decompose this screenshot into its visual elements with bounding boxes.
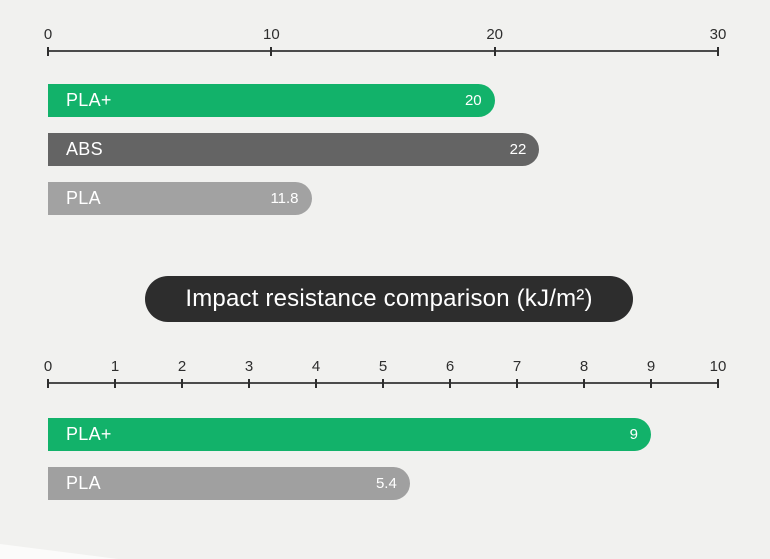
axis-tick-mark [449, 379, 451, 388]
bar-value: 20 [464, 92, 482, 109]
axis-top: 0 10 20 30 [44, 26, 726, 58]
axis-tick-label: 1 [110, 358, 120, 375]
axis-tick-mark [516, 379, 518, 388]
chart-title-text: Impact resistance comparison (kJ/m²) [185, 285, 593, 312]
chart-bar-pla-plus: PLA+ 9 [48, 418, 651, 451]
axis-tick-mark [493, 47, 496, 56]
bar-label: PLA+ [66, 424, 112, 444]
bar-value: 5.4 [375, 475, 397, 492]
bars-bottom: PLA+ 9 PLA 5.4 [48, 418, 718, 516]
axis-tick-mark [650, 379, 652, 388]
bar-value: 9 [629, 426, 638, 443]
chart-bar-abs: ABS 22 [48, 133, 540, 166]
bar-label: PLA+ [66, 90, 112, 110]
bar-label: PLA [66, 188, 101, 208]
axis-tick-label: 5 [378, 358, 388, 375]
axis-tick-label: 4 [311, 358, 321, 375]
axis-tick-mark [382, 379, 384, 388]
axis-tick-label: 8 [579, 358, 589, 375]
axis-tick-label: 20 [486, 26, 503, 43]
background-corner-wedge [0, 544, 118, 559]
axis-bottom: 0 1 2 3 4 5 6 7 8 9 10 [44, 358, 726, 390]
axis-tick-mark [181, 379, 183, 388]
bars-top: PLA+ 20 ABS 22 PLA 11.8 [48, 84, 718, 231]
axis-tick-mark [248, 379, 250, 388]
axis-tick-mark [583, 379, 585, 388]
axis-tick-label: 2 [177, 358, 187, 375]
bar-label: ABS [66, 139, 103, 159]
axis-tick-label: 30 [709, 26, 727, 43]
axis-tick-label: 6 [445, 358, 455, 375]
axis-tick-mark [717, 47, 719, 56]
axis-tick-mark [47, 47, 49, 56]
axis-tick-label: 10 [262, 26, 280, 43]
axis-tick-label: 3 [244, 358, 254, 375]
axis-tick-label: 10 [709, 358, 727, 375]
axis-tick-label: 7 [512, 358, 522, 375]
bar-value: 22 [509, 141, 527, 158]
bar-label: PLA [66, 473, 101, 493]
axis-ticks: 0 1 2 3 4 5 6 7 8 9 10 [44, 358, 726, 390]
axis-tick-mark [47, 379, 49, 388]
axis-tick-mark [114, 379, 116, 388]
axis-tick-label: 0 [43, 358, 53, 375]
axis-ticks: 0 10 20 30 [44, 26, 726, 58]
axis-tick-mark [315, 379, 317, 388]
chart-bar-pla-plus: PLA+ 20 [48, 84, 495, 117]
axis-tick-mark [270, 47, 273, 56]
axis-tick-label: 9 [646, 358, 656, 375]
axis-tick-label: 0 [43, 26, 53, 43]
axis-tick-mark [717, 379, 719, 388]
chart-bar-pla: PLA 5.4 [48, 467, 410, 500]
chart-bar-pla: PLA 11.8 [48, 182, 312, 215]
chart-title-pill: Impact resistance comparison (kJ/m²) [145, 276, 633, 322]
bar-value: 11.8 [270, 190, 299, 207]
axis-line [48, 50, 718, 52]
